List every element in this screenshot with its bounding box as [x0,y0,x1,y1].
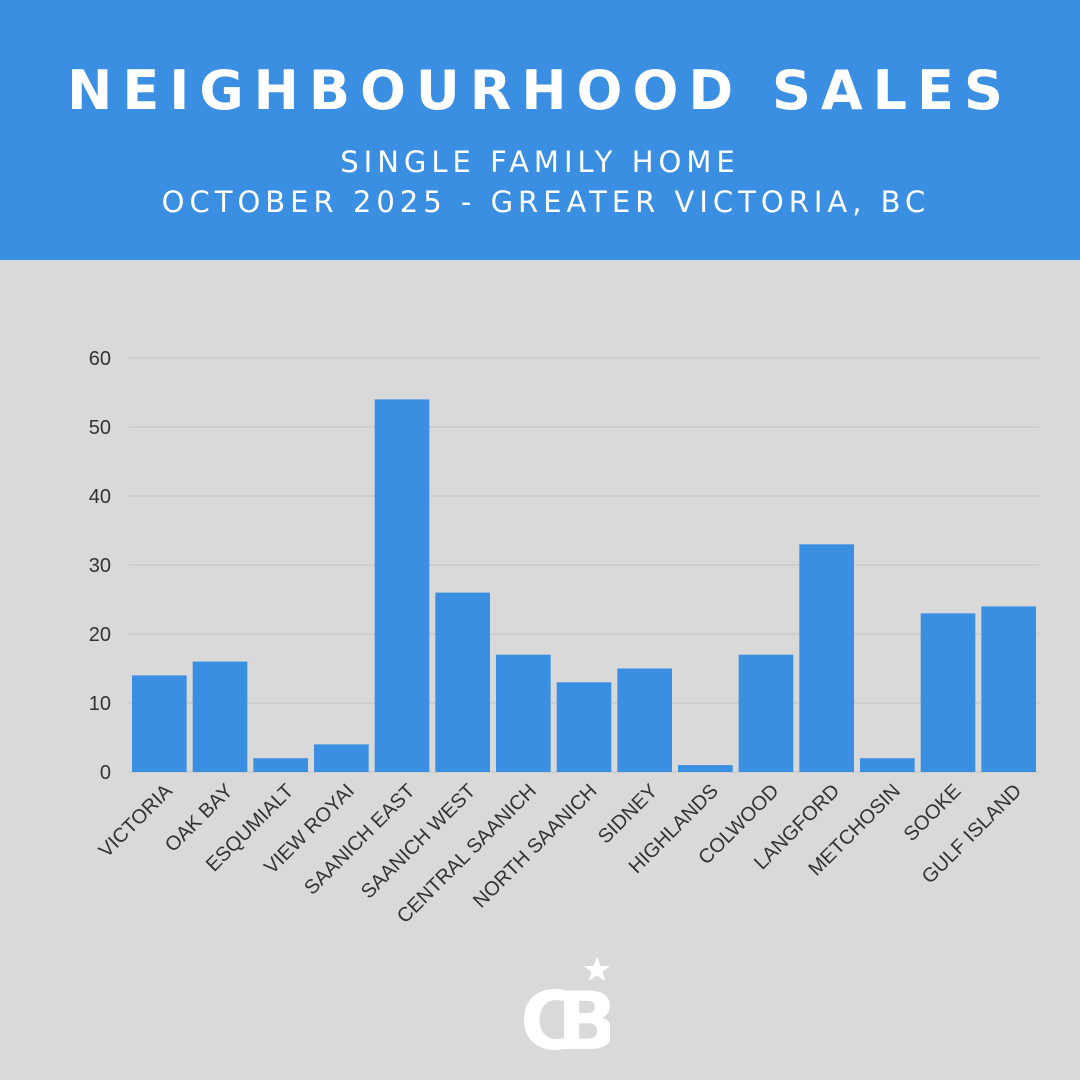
subtitle-property-type: SINGLE FAMILY HOME [340,145,740,179]
x-tick-label: SAANICH EAST [300,780,419,899]
bar-gulf-island [981,606,1036,772]
y-tick-label: 20 [89,624,111,646]
header-banner: NEIGHBOURHOOD SALES SINGLE FAMILY HOME O… [0,0,1080,260]
bar-sidney [617,668,672,772]
coldwell-banker-cb-logo-icon: CB [520,957,610,1057]
y-tick-label: 60 [89,348,111,370]
bar-central-saanich [496,654,551,772]
x-tick-label: VICTORIA [95,780,178,863]
x-tick-label: SAANICH WEST [357,780,480,903]
bar-colwood [738,654,794,772]
bar-oak-bay [192,661,248,772]
bar-victoria [132,675,187,772]
bars [132,399,1036,772]
y-tick-label: 40 [89,486,111,508]
page-title: NEIGHBOURHOOD SALES [67,59,1013,122]
bar-saanich-east [374,399,430,772]
y-tick-label: 0 [100,762,111,784]
y-tick-label: 30 [89,555,111,577]
bar-sooke [920,613,976,772]
bar-langford [799,544,854,772]
bar-view-royai [314,744,369,772]
bar-north-saanich [556,682,612,772]
logo-star-icon [584,957,610,981]
bar-esqumialt [253,758,308,772]
y-tick-label: 10 [89,693,111,715]
y-axis-ticks: 0 10 20 30 40 50 60 [89,348,111,784]
y-tick-label: 50 [89,417,111,439]
logo-letters: CB [520,975,610,1057]
subtitle-date-region: OCTOBER 2025 - GREATER VICTORIA, BC [161,185,931,219]
grid-lines [129,357,1039,773]
bar-highlands [678,765,733,772]
bar-metchosin [860,758,915,772]
bar-saanich-west [435,592,490,772]
